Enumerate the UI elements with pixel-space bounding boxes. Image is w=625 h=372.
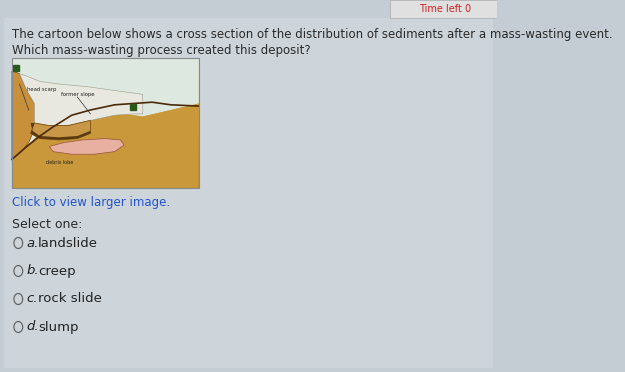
Bar (12, 77, 199, 97)
Bar (12, 164, 199, 177)
Bar (12, 136, 199, 152)
Text: c.: c. (26, 292, 38, 305)
Text: Which mass-wasting process created this deposit?: Which mass-wasting process created this … (12, 44, 311, 57)
Text: Time left 0: Time left 0 (419, 4, 471, 14)
Text: b.: b. (26, 264, 39, 278)
Text: a.: a. (26, 237, 39, 250)
FancyBboxPatch shape (390, 0, 497, 18)
Bar (12, 152, 199, 164)
Polygon shape (31, 123, 91, 140)
Polygon shape (19, 74, 142, 126)
Text: rock slide: rock slide (38, 292, 102, 305)
Polygon shape (12, 58, 199, 155)
Polygon shape (31, 121, 91, 140)
Polygon shape (12, 103, 199, 188)
Text: head scarp: head scarp (27, 87, 56, 92)
Text: creep: creep (38, 264, 76, 278)
Polygon shape (12, 71, 34, 159)
Bar (12, 58, 199, 188)
Text: d.: d. (26, 321, 39, 334)
Text: former slope: former slope (61, 92, 94, 97)
Text: landslide: landslide (38, 237, 98, 250)
Bar (12, 177, 199, 188)
Text: slump: slump (38, 321, 79, 334)
Bar (12, 97, 199, 116)
Text: Click to view larger image.: Click to view larger image. (12, 196, 170, 209)
Text: debris lobe: debris lobe (46, 160, 73, 164)
Text: The cartoon below shows a cross section of the distribution of sediments after a: The cartoon below shows a cross section … (12, 28, 612, 41)
Bar (12, 58, 199, 77)
Polygon shape (12, 81, 34, 155)
FancyBboxPatch shape (4, 18, 493, 368)
Text: Select one:: Select one: (12, 218, 82, 231)
Polygon shape (49, 139, 124, 154)
Bar (12, 116, 199, 136)
